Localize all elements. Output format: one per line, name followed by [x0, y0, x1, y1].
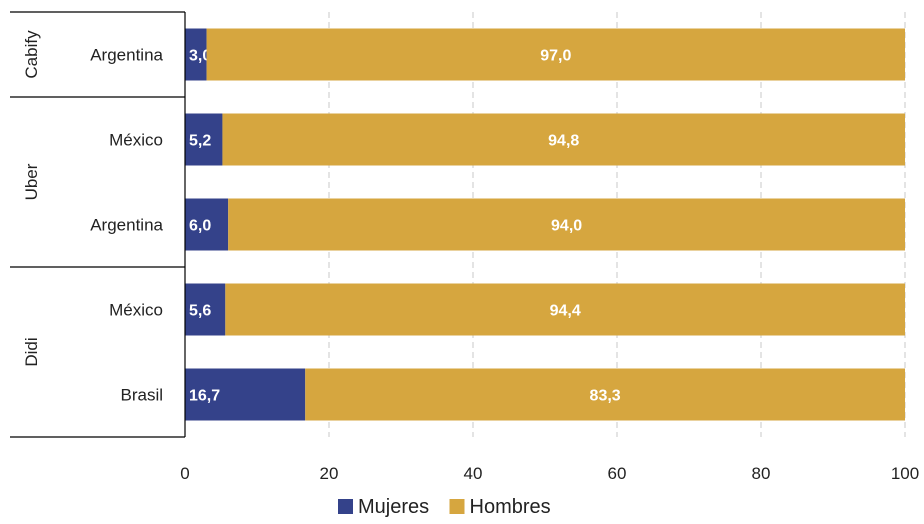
data-label-mujeres-0: 3,0 — [189, 48, 211, 65]
bar-hombres-0 — [206, 28, 906, 81]
legend-swatch-hombres — [449, 499, 465, 514]
bar-mujeres-0 — [185, 28, 207, 81]
data-label-mujeres-4: 16,7 — [189, 388, 220, 405]
x-tick-label-20: 20 — [320, 464, 339, 483]
category-label-2: Argentina — [90, 216, 163, 235]
data-label-hombres-4: 83,3 — [590, 388, 621, 405]
bar-hombres-4 — [305, 368, 905, 421]
legend-swatch-mujeres — [338, 499, 353, 514]
bar-hombres-3 — [225, 283, 905, 336]
x-tick-label-60: 60 — [608, 464, 627, 483]
data-label-hombres-3: 94,4 — [550, 303, 581, 320]
legend-label-hombres: Hombres — [470, 496, 551, 518]
x-tick-label-40: 40 — [464, 464, 483, 483]
bar-mujeres-1 — [185, 113, 223, 166]
data-label-hombres-2: 94,0 — [551, 218, 582, 235]
category-label-1: México — [109, 131, 163, 150]
category-label-0: Argentina — [90, 46, 163, 65]
x-tick-label-0: 0 — [180, 464, 189, 483]
category-label-4: Brasil — [120, 386, 163, 405]
data-label-mujeres-2: 6,0 — [189, 218, 211, 235]
bar-hombres-1 — [222, 113, 905, 166]
category-label-3: México — [109, 301, 163, 320]
bar-mujeres-3 — [185, 283, 226, 336]
bar-mujeres-2 — [185, 198, 229, 251]
bar-mujeres-4 — [185, 368, 306, 421]
group-label-didi: Didi — [22, 337, 41, 366]
group-label-uber: Uber — [22, 163, 41, 200]
x-tick-label-100: 100 — [891, 464, 919, 483]
data-label-hombres-0: 97,0 — [540, 48, 571, 65]
data-label-mujeres-1: 5,2 — [189, 133, 211, 150]
x-tick-label-80: 80 — [752, 464, 771, 483]
group-label-cabify: Cabify — [22, 30, 41, 79]
legend-label-mujeres: Mujeres — [358, 496, 429, 518]
data-label-mujeres-3: 5,6 — [189, 303, 211, 320]
bar-hombres-2 — [228, 198, 905, 251]
data-label-hombres-1: 94,8 — [548, 133, 579, 150]
